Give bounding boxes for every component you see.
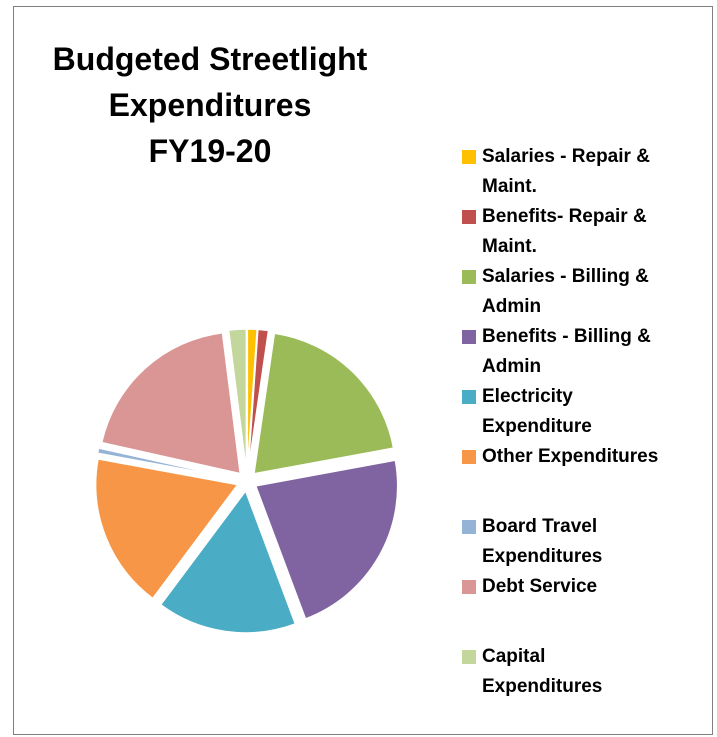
pie-slice-8 — [227, 328, 248, 472]
legend-swatch-5 — [462, 450, 476, 464]
legend-swatch-7 — [462, 580, 476, 594]
legend-label-0-line-1: Maint. — [482, 176, 537, 197]
legend-item-5: Other Expenditures — [462, 442, 692, 472]
legend-label-2-line-0: Salaries - Billing & — [482, 266, 649, 287]
legend-label-5-line-0: Other Expenditures — [482, 446, 659, 467]
legend-label-4: Electricity Expenditure — [482, 382, 692, 442]
legend-label-7-line-0: Debt Service — [482, 576, 598, 597]
pie-slice-6 — [96, 447, 238, 480]
legend-item-3: Benefits - Billing & Admin — [462, 322, 692, 382]
legend-label-4-line-0: Electricity — [482, 386, 573, 407]
pie-slice-3 — [254, 459, 399, 620]
legend-item-4: Electricity Expenditure — [462, 382, 692, 442]
pie-slice-1 — [247, 328, 270, 472]
legend-label-5: Other Expenditures — [482, 442, 692, 472]
legend-label-8: Capital Expenditures — [482, 642, 692, 702]
legend-label-8-line-1: Expenditures — [482, 676, 603, 697]
legend-swatch-4 — [462, 390, 476, 404]
legend-item-0: Salaries - Repair & Maint. — [462, 142, 692, 202]
pie-slice-5 — [94, 458, 240, 600]
pie-slice-2 — [253, 332, 395, 475]
legend-item-6: Board Travel Expenditures — [462, 512, 692, 572]
legend-label-1-line-0: Benefits- Repair & — [482, 206, 647, 227]
legend-label-1-line-1: Maint. — [482, 236, 537, 257]
legend-swatch-8 — [462, 650, 476, 664]
chart-title-line-3: FY19-20 — [148, 133, 272, 169]
legend-label-3-line-1: Admin — [482, 356, 542, 377]
pie-slice-7 — [100, 331, 242, 475]
legend-item-1: Benefits- Repair & Maint. — [462, 202, 692, 262]
legend-swatch-6 — [462, 520, 476, 534]
legend-label-0-line-0: Salaries - Repair & — [482, 146, 650, 167]
legend-label-3: Benefits - Billing & Admin — [482, 322, 692, 382]
legend-label-2: Salaries - Billing & Admin — [482, 262, 692, 322]
chart-title-line-1: Budgeted Streetlight — [52, 41, 368, 77]
legend-swatch-1 — [462, 210, 476, 224]
legend-swatch-2 — [462, 270, 476, 284]
legend-label-6-line-0: Board Travel — [482, 516, 598, 537]
legend-label-0: Salaries - Repair & Maint. — [482, 142, 692, 202]
legend-label-7: Debt Service — [482, 572, 692, 602]
legend-label-4-line-1: Expenditure — [482, 416, 592, 437]
legend-label-2-line-1: Admin — [482, 296, 542, 317]
legend-swatch-0 — [462, 150, 476, 164]
legend-label-6-line-1: Expenditures — [482, 546, 603, 567]
chart-title-line-2: Expenditures — [108, 87, 312, 123]
legend-label-3-line-0: Benefits - Billing & — [482, 326, 651, 347]
legend-item-8: Capital Expenditures — [462, 642, 692, 702]
legend-swatch-3 — [462, 330, 476, 344]
legend-item-2: Salaries - Billing & Admin — [462, 262, 692, 322]
chart-title: Budgeted Streetlight Expenditures FY19-2… — [30, 36, 390, 174]
legend-label-1: Benefits- Repair & Maint. — [482, 202, 692, 262]
legend-item-7: Debt Service — [462, 572, 692, 602]
chart-frame — [13, 6, 713, 735]
legend-label-8-line-0: Capital — [482, 646, 546, 667]
pie-slice-4 — [159, 489, 297, 634]
legend-label-6: Board Travel Expenditures — [482, 512, 692, 572]
